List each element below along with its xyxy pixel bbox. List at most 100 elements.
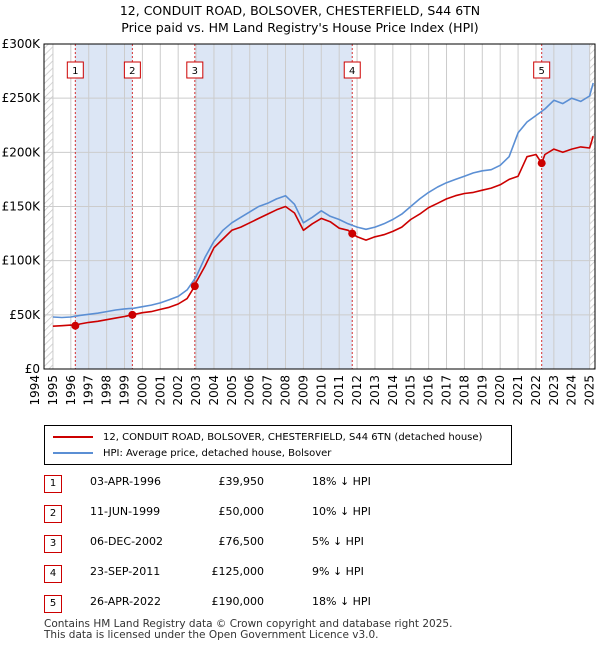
chart-title-line2: Price paid vs. HM Land Registry's House …: [121, 20, 479, 35]
x-tick-label: 2019: [475, 375, 489, 406]
sale-label-number: 1: [72, 66, 78, 77]
legend-item-property: 12, CONDUIT ROAD, BOLSOVER, CHESTERFIELD…: [53, 430, 482, 444]
sale-hpi-diff: 10% ↓ HPI: [312, 505, 371, 518]
sale-point: [128, 310, 137, 319]
sale-price: £190,000: [211, 595, 265, 608]
chart-title-line1: 12, CONDUIT ROAD, BOLSOVER, CHESTERFIELD…: [119, 3, 481, 18]
sale-price: £50,000: [218, 505, 265, 518]
sale-label-number: 4: [349, 66, 355, 77]
price-chart: 1 2 3 4 5 £0 £50K £100K £150K £200K £250K £300K 199…: [2, 37, 597, 406]
x-tick-label: 2004: [207, 375, 221, 406]
sale-date: 11-JUN-1999: [90, 505, 161, 518]
x-tick-label: 2009: [296, 375, 310, 406]
x-tick-label: 2005: [225, 375, 239, 406]
x-tick-label: 1998: [100, 375, 114, 406]
table-row: 3 06-DEC-2002 £76,500 5% ↓ HPI: [44, 532, 464, 553]
x-tick-label: 2016: [422, 375, 436, 406]
legend-item-hpi: HPI: Average price, detached house, Bols…: [53, 446, 331, 460]
x-tick-label: 2015: [404, 375, 418, 406]
x-tick-label: 1994: [28, 375, 42, 406]
sale-label-box: [123, 61, 141, 79]
legend-label-property: 12, CONDUIT ROAD, BOLSOVER, CHESTERFIELD…: [103, 431, 483, 443]
x-tick-label: 1995: [46, 375, 60, 406]
sale-point: [537, 159, 546, 168]
chart-title: 12, CONDUIT ROAD, BOLSOVER, CHESTERFIELD…: [0, 2, 600, 36]
x-tick-label: 2012: [350, 375, 364, 406]
y-tick-label: £50K: [9, 308, 41, 322]
sale-number-badge: 2: [44, 505, 62, 523]
table-row: 2 11-JUN-1999 £50,000 10% ↓ HPI: [44, 502, 464, 523]
x-tick-label: 2024: [565, 375, 579, 406]
x-tick-label: 2001: [153, 375, 167, 406]
x-tick-label: 2003: [189, 375, 203, 406]
legend-swatch-property: [53, 436, 93, 438]
sale-date: 23-SEP-2011: [90, 565, 161, 578]
table-row: 4 23-SEP-2011 £125,000 9% ↓ HPI: [44, 562, 464, 583]
x-tick-label: 2000: [135, 375, 149, 406]
sale-label-number: 2: [129, 66, 135, 77]
y-tick-label: £300K: [2, 37, 42, 51]
sale-label-box: [66, 61, 84, 79]
x-tick-label: 2007: [261, 375, 275, 406]
y-tick-label: £150K: [2, 200, 42, 214]
x-tick-label: 2002: [171, 375, 185, 406]
sale-labels: 1 2 3 4 5: [66, 61, 551, 79]
sale-point: [348, 229, 357, 238]
x-tick-label: 2014: [386, 375, 400, 406]
x-tick-label: 2017: [440, 375, 454, 406]
x-tick-label: 2018: [457, 375, 471, 406]
sale-price: £39,950: [218, 475, 265, 488]
sale-point: [190, 282, 199, 291]
plot-frame: [43, 43, 596, 370]
footer-copyright: Contains HM Land Registry data © Crown c…: [44, 618, 453, 630]
x-tick-label: 2020: [493, 375, 507, 406]
hpi-series-line: [52, 82, 594, 319]
sale-number-badge: 1: [44, 475, 62, 493]
sale-number-badge: 5: [44, 595, 62, 613]
sale-number-badge: 3: [44, 535, 62, 553]
sale-hpi-diff: 18% ↓ HPI: [312, 475, 371, 488]
y-tick-label: £100K: [2, 254, 42, 268]
axes: £0 £50K £100K £150K £200K £250K £300K 1994 1995 1…: [2, 37, 597, 406]
sale-date: 26-APR-2022: [90, 595, 162, 608]
sale-hpi-diff: 18% ↓ HPI: [312, 595, 371, 608]
footer-licence: This data is licensed under the Open Gov…: [44, 629, 379, 641]
x-tick-label: 2013: [368, 375, 382, 406]
x-tick-label: 2011: [332, 375, 346, 406]
legend-swatch-hpi: [53, 452, 93, 454]
footer: Contains HM Land Registry data © Crown c…: [44, 619, 452, 641]
x-tick-label: 2023: [547, 375, 561, 406]
sale-number-badge: 4: [44, 565, 62, 583]
x-tick-label: 1997: [82, 375, 96, 406]
sale-label-box: [343, 61, 361, 79]
sale-date: 06-DEC-2002: [90, 535, 164, 548]
sale-points: [71, 159, 546, 330]
x-tick-label: 2025: [583, 375, 597, 406]
sale-point: [71, 321, 80, 330]
sale-label-number: 3: [192, 66, 198, 77]
x-tick-label: 2022: [529, 375, 543, 406]
legend: 12, CONDUIT ROAD, BOLSOVER, CHESTERFIELD…: [44, 425, 512, 465]
sale-price: £125,000: [211, 565, 265, 578]
x-tick-label: 2010: [314, 375, 328, 406]
grid-lines: [44, 43, 595, 370]
y-tick-label: £0: [25, 362, 40, 376]
table-row: 1 03-APR-1996 £39,950 18% ↓ HPI: [44, 472, 464, 493]
property-series-line: [52, 135, 594, 327]
sale-hpi-diff: 5% ↓ HPI: [312, 535, 364, 548]
sale-hpi-diff: 9% ↓ HPI: [312, 565, 364, 578]
y-tick-label: £250K: [2, 91, 42, 105]
sale-date: 03-APR-1996: [90, 475, 162, 488]
x-tick-label: 2006: [243, 375, 257, 406]
x-tick-label: 2021: [511, 375, 525, 406]
sale-label-number: 5: [539, 66, 545, 77]
x-tick-label: 1999: [118, 375, 132, 406]
sale-label-box: [533, 61, 551, 79]
series-lines: [52, 82, 594, 327]
table-row: 5 26-APR-2022 £190,000 18% ↓ HPI: [44, 592, 464, 613]
y-tick-label: £200K: [2, 145, 42, 159]
legend-label-hpi: HPI: Average price, detached house, Bols…: [103, 447, 332, 459]
sale-label-box: [186, 61, 204, 79]
sale-price: £76,500: [218, 535, 265, 548]
x-tick-label: 1996: [64, 375, 78, 406]
